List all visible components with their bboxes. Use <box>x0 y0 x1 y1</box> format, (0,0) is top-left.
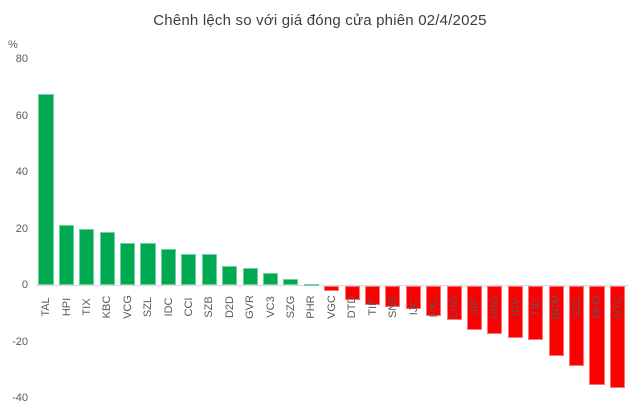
x-tick-label: TAL <box>40 297 53 317</box>
bar-slot-dtd: DTD <box>342 0 362 417</box>
x-tick-label: TID <box>529 298 542 316</box>
x-tick-label: MH3 <box>591 295 604 319</box>
x-tick-label: BCM <box>550 294 563 320</box>
bar-vgc <box>324 286 340 291</box>
bar-vrg <box>487 286 503 335</box>
bar-slot-kbc: KBC <box>97 0 117 417</box>
x-tick-label: HPI <box>60 297 73 317</box>
bar-szc <box>569 286 585 366</box>
bar-slot-ijc: IJC <box>403 0 423 417</box>
bar-slot-vrg: VRG <box>485 0 505 417</box>
bar-slot-bcm: BCM <box>546 0 566 417</box>
bar-tix <box>79 228 95 285</box>
bar-szg <box>283 279 299 285</box>
bar-pxl <box>426 286 442 316</box>
bar-szb <box>201 254 217 285</box>
x-tick-label: SNZ <box>387 296 400 318</box>
x-tick-label: CCI <box>183 297 196 317</box>
bar-slot-cci: CCI <box>179 0 199 417</box>
bar-slot-idv: IDV <box>505 0 525 417</box>
bar-slot-sip: SIP <box>465 0 485 417</box>
x-tick-label: SIP <box>468 298 481 316</box>
y-tick-label: 40 <box>15 166 28 178</box>
bar-idv <box>507 286 523 338</box>
x-tick-label: GVR <box>244 295 257 319</box>
bar-slot-szg: SZG <box>281 0 301 417</box>
bar-ijc <box>405 286 421 309</box>
bar-tal <box>38 94 54 285</box>
bar-slot-tip: TIP <box>363 0 383 417</box>
bar-slot-tix: TIX <box>77 0 97 417</box>
x-tick-label: VC3 <box>264 296 277 318</box>
x-tick-label: VGC <box>325 295 338 319</box>
y-tick-label: -20 <box>12 335 28 348</box>
x-tick-label: KBC <box>101 295 114 319</box>
bar-dtd <box>344 286 360 300</box>
bar-slot-szl: SZL <box>138 0 158 417</box>
bar-slot-vgc: VGC <box>322 0 342 417</box>
bar-kbc <box>99 232 115 285</box>
bar-slot-mh3: MH3 <box>587 0 607 417</box>
x-tick-label: IDC <box>162 297 175 317</box>
y-axis-unit-label: % <box>8 39 18 51</box>
bar-phr <box>303 283 319 286</box>
x-tick-label: D2D <box>223 295 236 319</box>
bar-vc3 <box>262 273 278 285</box>
bar-slot-vcg: VCG <box>118 0 138 417</box>
x-tick-label: SZG <box>285 295 298 319</box>
bar-snz <box>385 286 401 307</box>
bar-slot-tid: TID <box>526 0 546 417</box>
y-tick-label: 0 <box>21 279 28 291</box>
chart-title: Chênh lệch so với giá đóng cửa phiên 02/… <box>153 12 487 29</box>
bar-d2d <box>222 266 238 285</box>
x-tick-label: SZC <box>570 296 583 318</box>
y-tick-label: 20 <box>15 222 28 235</box>
x-tick-label: SZB <box>203 296 216 318</box>
x-tick-label: NTC <box>611 295 624 319</box>
bar-tip <box>364 286 381 306</box>
bar-slot-idc: IDC <box>158 0 178 417</box>
bar-slot-ntc: NTC <box>607 0 627 417</box>
x-tick-label: LHG <box>448 295 461 319</box>
x-tick-label: VCG <box>121 295 134 319</box>
bar-ntc <box>609 286 625 389</box>
bar-slot-szc: SZC <box>567 0 587 417</box>
bar-slot-d2d: D2D <box>220 0 240 417</box>
bar-sip <box>466 286 483 331</box>
bar-idc <box>160 249 176 285</box>
bar-tid <box>528 286 544 340</box>
bar-mh3 <box>589 286 605 386</box>
bar-lhg <box>446 286 462 320</box>
bar-slot-szb: SZB <box>199 0 219 417</box>
x-tick-label: IJC <box>407 298 420 316</box>
x-tick-label: TIX <box>81 298 94 316</box>
x-tick-label: SZL <box>142 296 155 318</box>
bar-slot-tal: TAL <box>36 0 56 417</box>
x-tick-label: DTD <box>346 295 359 319</box>
bar-slot-snz: SNZ <box>383 0 403 417</box>
bar-slot-gvr: GVR <box>240 0 260 417</box>
bar-gvr <box>242 267 258 285</box>
bar-szl <box>140 243 156 285</box>
bar-vcg <box>120 242 136 285</box>
x-tick-label: PHR <box>305 295 318 319</box>
y-tick-label: -40 <box>12 392 28 404</box>
x-tick-label: IDV <box>509 297 522 317</box>
bar-slot-pxl: PXL <box>424 0 444 417</box>
bar-slot-vc3: VC3 <box>260 0 280 417</box>
bar-bcm <box>548 286 564 357</box>
bar-slot-phr: PHR <box>301 0 321 417</box>
zero-baseline <box>36 285 628 286</box>
bar-cci <box>181 253 197 285</box>
x-tick-label: PXL <box>427 296 440 318</box>
bar-hpi <box>58 225 74 285</box>
x-tick-label: TIP <box>366 298 379 316</box>
bar-slot-lhg: LHG <box>444 0 464 417</box>
y-tick-label: 80 <box>15 53 28 65</box>
bar-slot-hpi: HPI <box>56 0 76 417</box>
bars: TAL HPI TIX KBC VCG SZL IDC CCI SZB D2D GVR VC3 SZG P… <box>36 0 628 417</box>
x-tick-label: VRG <box>489 295 502 319</box>
y-tick-label: 60 <box>15 109 28 122</box>
